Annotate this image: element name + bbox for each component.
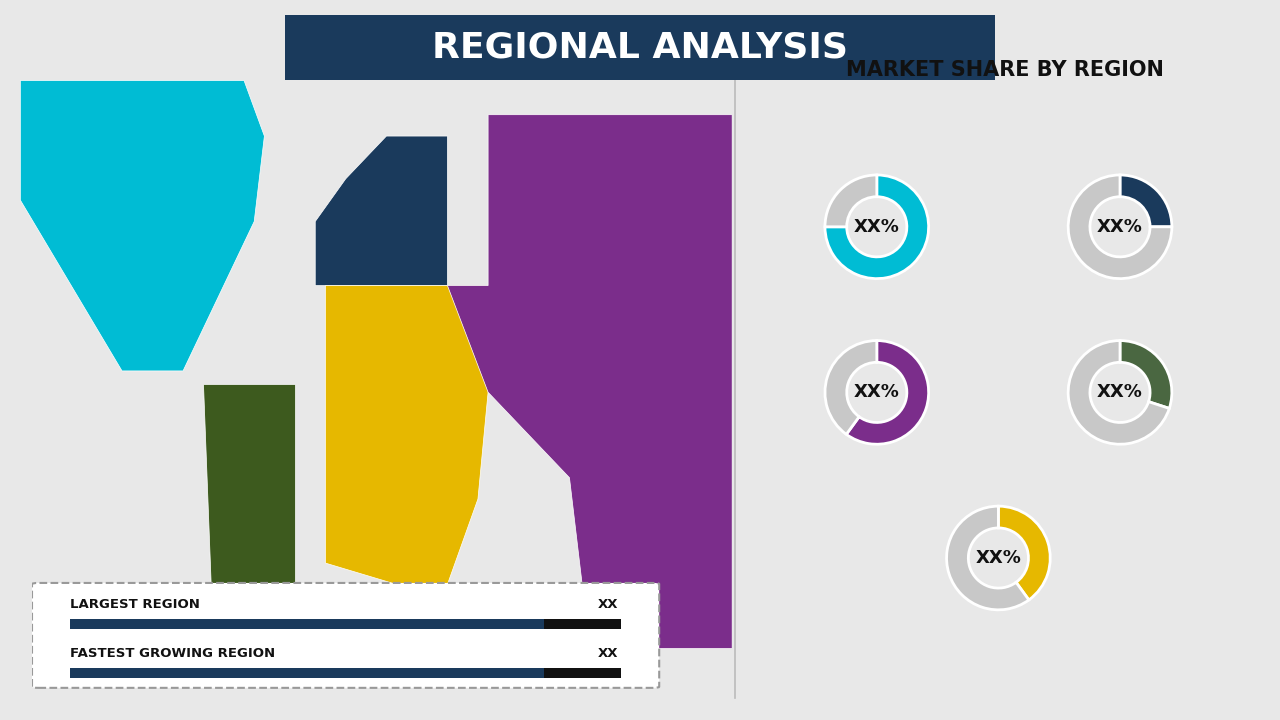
- Wedge shape: [1120, 175, 1172, 227]
- FancyBboxPatch shape: [285, 15, 995, 80]
- Text: FASTEST GROWING REGION: FASTEST GROWING REGION: [70, 647, 275, 660]
- Text: MARKET SHARE BY REGION: MARKET SHARE BY REGION: [846, 60, 1164, 80]
- Wedge shape: [1069, 175, 1172, 279]
- FancyBboxPatch shape: [70, 667, 544, 678]
- Text: XX: XX: [598, 647, 618, 660]
- Polygon shape: [204, 384, 294, 670]
- Wedge shape: [1069, 341, 1170, 444]
- FancyBboxPatch shape: [544, 618, 621, 629]
- Wedge shape: [826, 175, 928, 279]
- Text: LARGEST REGION: LARGEST REGION: [70, 598, 200, 611]
- Text: REGIONAL ANALYSIS: REGIONAL ANALYSIS: [433, 30, 849, 64]
- FancyBboxPatch shape: [544, 667, 621, 678]
- Polygon shape: [315, 136, 448, 286]
- Polygon shape: [325, 286, 488, 585]
- Text: XX%: XX%: [1097, 383, 1143, 401]
- Wedge shape: [1120, 341, 1171, 408]
- Polygon shape: [20, 81, 265, 371]
- Polygon shape: [448, 114, 732, 649]
- Text: XX%: XX%: [854, 383, 900, 401]
- Wedge shape: [846, 341, 928, 444]
- FancyBboxPatch shape: [32, 583, 659, 688]
- Wedge shape: [826, 341, 877, 434]
- Wedge shape: [998, 506, 1050, 600]
- Text: XX%: XX%: [1097, 217, 1143, 235]
- Text: XX%: XX%: [975, 549, 1021, 567]
- Text: XX%: XX%: [854, 217, 900, 235]
- Wedge shape: [826, 175, 877, 227]
- FancyBboxPatch shape: [70, 618, 544, 629]
- Text: XX: XX: [598, 598, 618, 611]
- Wedge shape: [947, 506, 1029, 610]
